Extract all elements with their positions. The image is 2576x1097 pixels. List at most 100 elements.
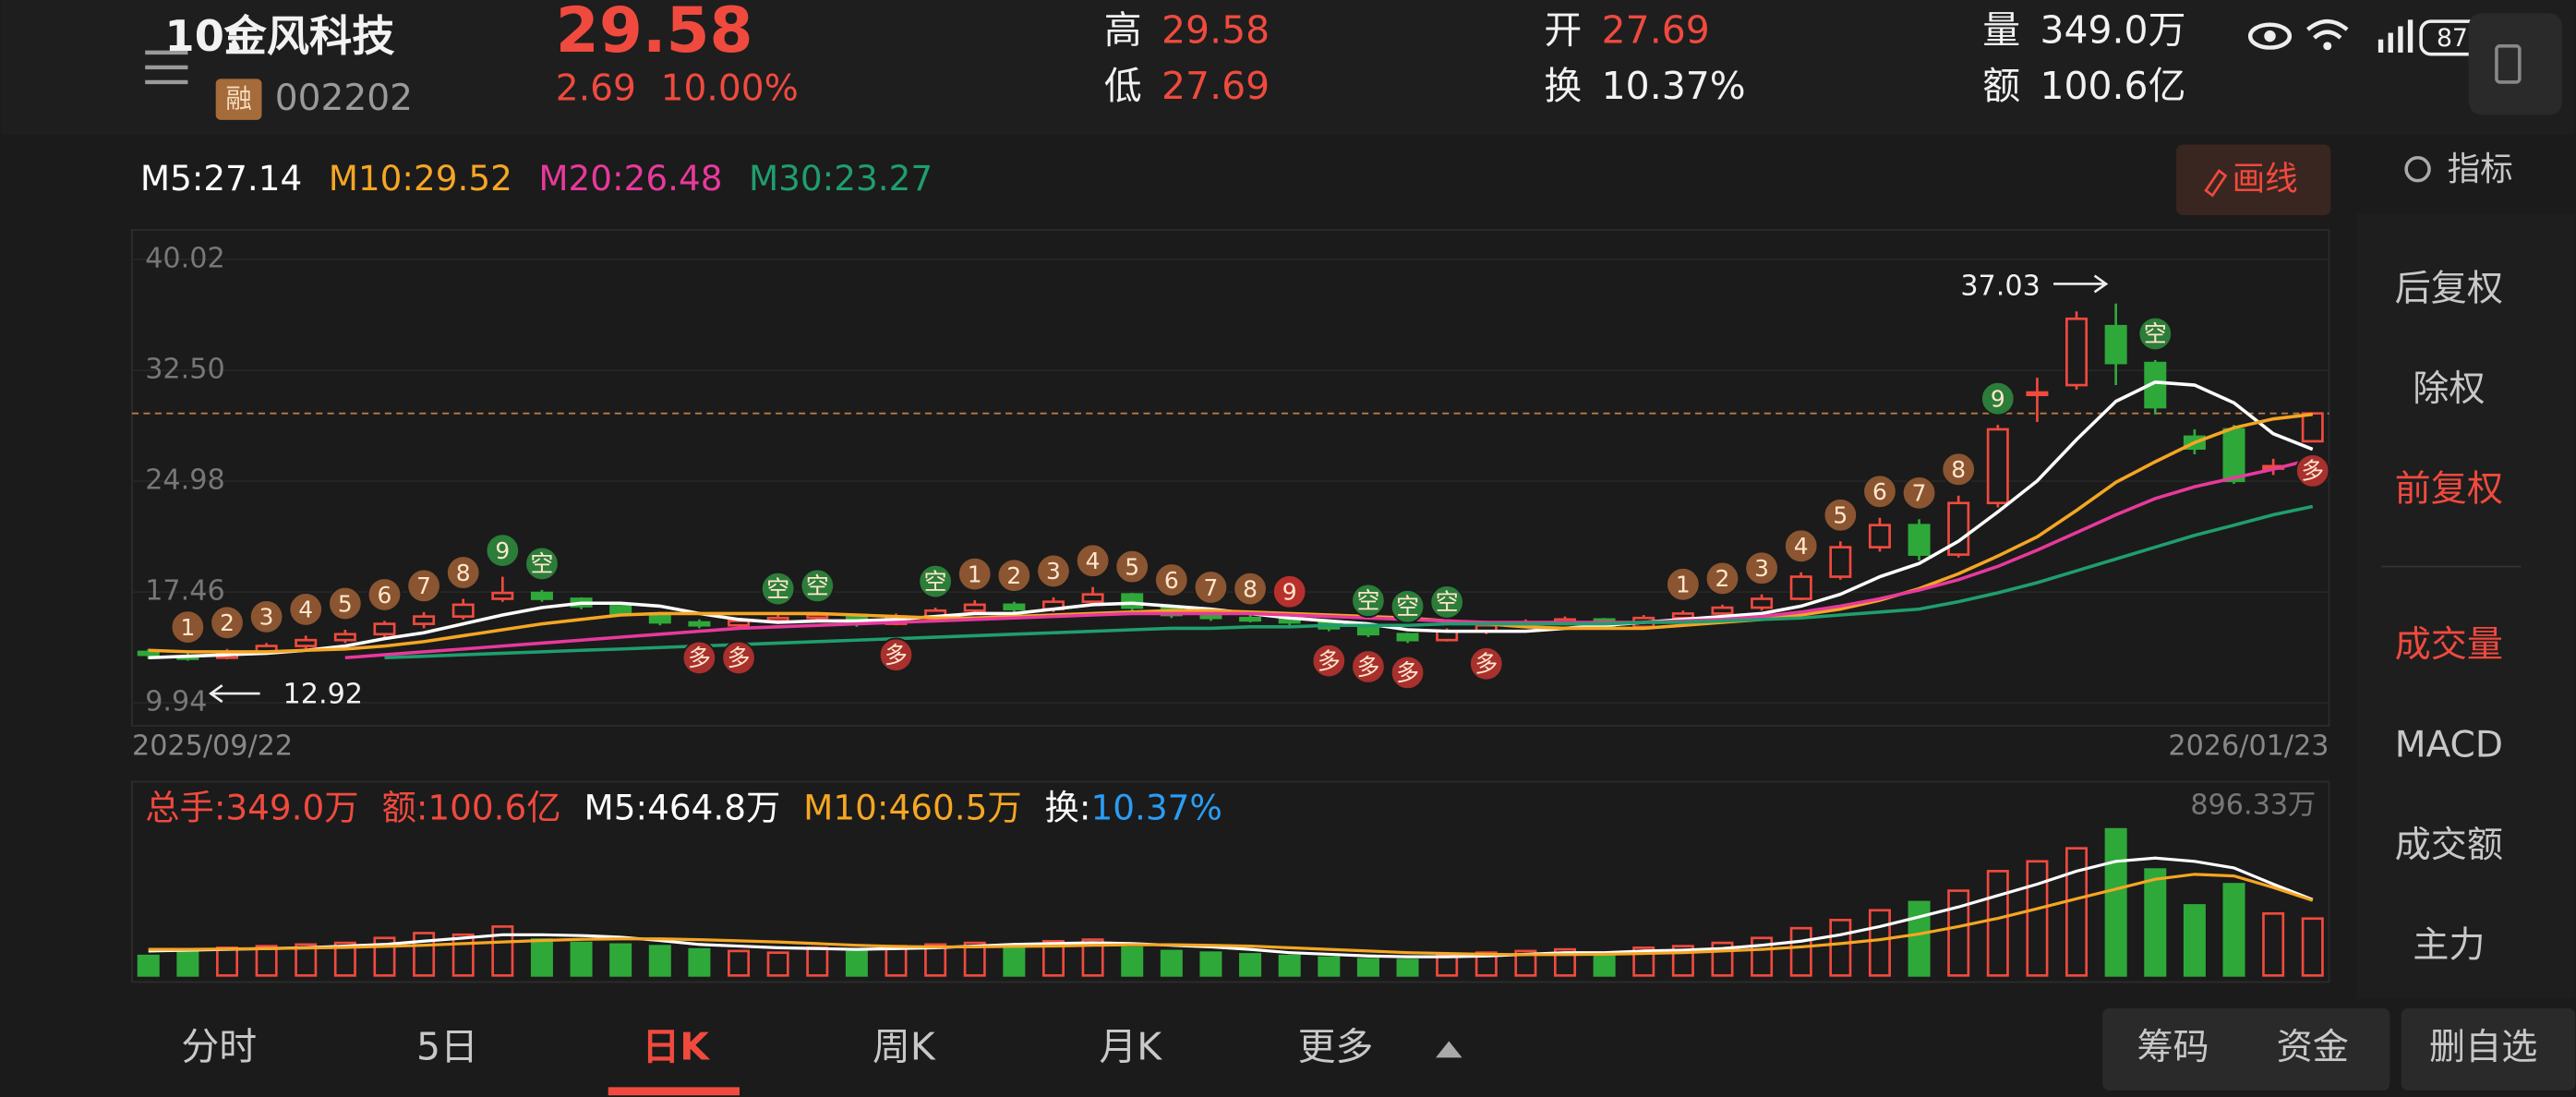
tab[interactable]: 5日	[416, 1024, 478, 1068]
action-button[interactable]: 筹码	[2137, 1027, 2209, 1068]
signal-label: 7	[1912, 480, 1927, 507]
tab[interactable]: 分时	[181, 1024, 257, 1068]
signal-marker	[1311, 643, 1346, 679]
volume-bar	[1514, 949, 1537, 977]
volume-bar	[2144, 868, 2167, 977]
candle-body	[1789, 575, 1812, 600]
stat-label: 额	[1982, 64, 2020, 108]
y-tick-label: 24.98	[145, 464, 225, 497]
signal-label: 9	[1991, 385, 2005, 412]
volume-bar	[255, 945, 278, 977]
volume-frame	[131, 780, 2330, 983]
stat-value: 10.37%	[1602, 64, 1746, 108]
volume-bar	[728, 949, 751, 977]
tab[interactable]: 日K	[642, 1024, 710, 1068]
volume-bar	[1868, 909, 1891, 977]
watchlist-group	[2401, 1007, 2576, 1091]
volume-bar	[609, 943, 632, 977]
candle-body	[688, 621, 711, 627]
ma-line	[148, 873, 2314, 957]
candle-body	[1356, 627, 1379, 636]
volume-bar	[1041, 939, 1065, 977]
y-tick-label: 32.50	[145, 354, 225, 386]
volume-bar	[530, 938, 553, 977]
volume-bar	[2301, 917, 2324, 977]
side-menu-item[interactable]: MACD	[2395, 725, 2503, 766]
signal-label: 5	[1833, 502, 1848, 529]
signal-label: 1	[968, 561, 982, 587]
volume-bar	[1947, 889, 1970, 977]
phone-button[interactable]	[2468, 13, 2563, 115]
volume-bar	[2104, 827, 2127, 977]
volume-bar	[963, 941, 986, 977]
side-menu-item[interactable]: 主力	[2413, 925, 2485, 967]
candle-body	[1986, 428, 2009, 505]
more-arrow[interactable]	[1436, 1041, 1463, 1058]
signal-marker	[288, 592, 323, 627]
stat-label: 高	[1104, 8, 1142, 53]
signal-marker	[524, 546, 560, 582]
volume-bar	[176, 949, 199, 977]
volume-bar	[1908, 900, 1931, 977]
candle-body	[295, 638, 318, 647]
legend-item: M10:29.52	[329, 158, 512, 199]
ma-line	[148, 412, 2313, 654]
ma-line	[148, 856, 2314, 958]
tab[interactable]: 月K	[1099, 1024, 1162, 1068]
candle-body	[2104, 324, 2127, 365]
volume-bar	[1986, 870, 2009, 977]
min-arrow	[208, 684, 260, 704]
signal-label: 空	[2144, 320, 2167, 347]
volume-bar	[2026, 860, 2049, 977]
side-menu-item[interactable]: 前复权	[2395, 468, 2503, 510]
volume-bar	[2262, 911, 2285, 977]
status-time: 10:	[165, 11, 242, 61]
signal-marker	[328, 585, 363, 621]
signal-label: 7	[1204, 574, 1219, 601]
signal-marker	[485, 533, 520, 568]
candle-body	[1908, 524, 1931, 556]
signal-marker	[1901, 476, 1937, 511]
signal-label: 多	[688, 645, 711, 671]
candle-body	[1396, 633, 1419, 642]
volume-bar	[1199, 951, 1222, 977]
action-button[interactable]: 资金	[2277, 1027, 2349, 1068]
volume-bar	[1239, 953, 1262, 977]
volume-bar	[137, 954, 160, 977]
action-button[interactable]: 删自选	[2429, 1027, 2537, 1068]
candle-body	[1751, 597, 1774, 609]
signal-marker	[1941, 452, 1976, 487]
signal-marker	[996, 558, 1032, 593]
draw-button-label[interactable]: 画线	[2233, 161, 2298, 199]
candle-body	[963, 603, 986, 612]
signal-marker	[170, 609, 206, 645]
side-menu-item[interactable]: 除权	[2413, 368, 2485, 410]
side-menu-item[interactable]: 后复权	[2395, 268, 2503, 309]
indicator-button[interactable]: 指标	[2448, 151, 2513, 188]
signal-label: 4	[298, 597, 313, 623]
side-menu-item[interactable]: 成交额	[2395, 825, 2503, 866]
draw-button[interactable]	[2176, 144, 2331, 215]
tab[interactable]: 更多	[1298, 1024, 1374, 1068]
side-menu-item[interactable]: 成交量	[2395, 624, 2503, 666]
volume-bar	[1829, 919, 1852, 977]
signal-marker	[1036, 553, 1071, 589]
signal-label: 多	[1318, 647, 1341, 674]
phone-icon	[2495, 44, 2522, 84]
signal-label: 4	[1794, 533, 1809, 560]
stat-value: 27.69	[1602, 8, 1710, 53]
signal-label: 3	[259, 604, 274, 631]
signal-marker	[1114, 548, 1150, 585]
tab-underline	[608, 1087, 740, 1096]
tab[interactable]: 周K	[873, 1024, 936, 1068]
legend-item: M20:26.48	[538, 158, 722, 199]
signal-marker	[248, 599, 284, 634]
signal-marker	[1390, 589, 1426, 624]
menu-icon[interactable]	[145, 50, 188, 85]
signal-marker	[878, 637, 914, 672]
signal-label: 8	[1951, 456, 1966, 483]
stat-value: 27.69	[1162, 64, 1270, 108]
signal-label: 6	[1872, 478, 1887, 505]
plot-frame	[131, 229, 2330, 727]
